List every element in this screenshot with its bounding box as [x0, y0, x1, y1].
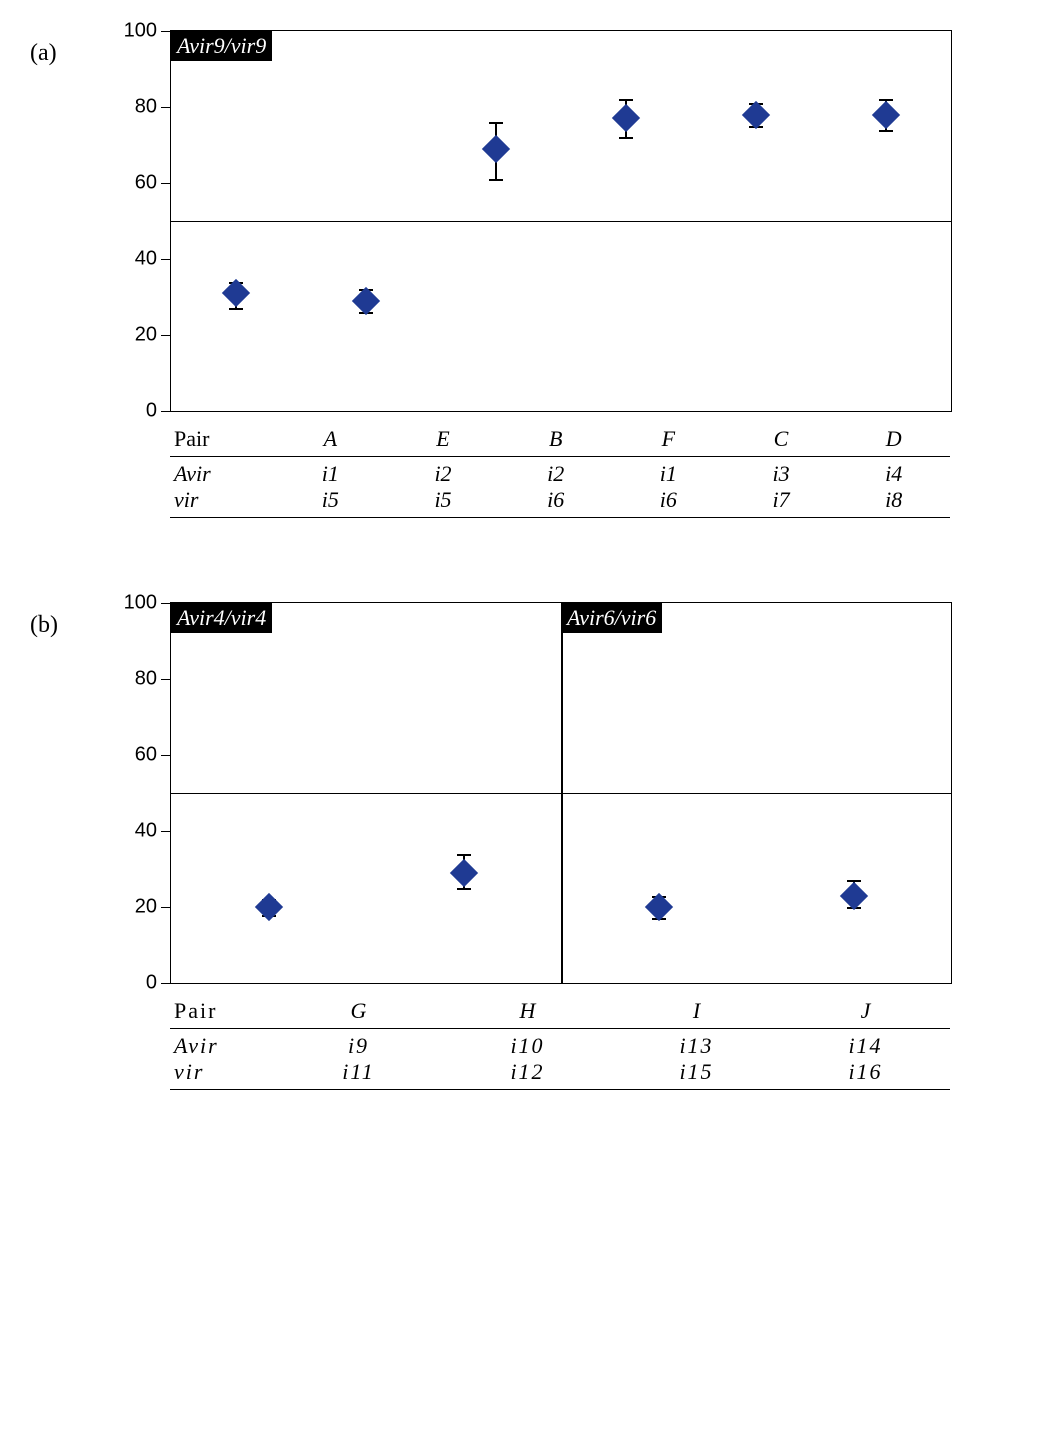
- ref-line: [171, 221, 951, 222]
- table-cell: i4: [837, 461, 950, 487]
- diamond-marker: [872, 100, 900, 128]
- diamond-marker: [352, 287, 380, 315]
- table-cell: I: [612, 998, 781, 1024]
- panel-b: (b) Frequence of vir isolates (%) 020406…: [30, 602, 1019, 1094]
- table-cell: i15: [612, 1059, 781, 1085]
- error-cap-bottom: [879, 130, 893, 132]
- diamond-marker: [222, 279, 250, 307]
- ytick-label: 0: [146, 400, 171, 423]
- table-header-avir: Avir: [170, 1033, 274, 1059]
- table-cell: i1: [274, 461, 387, 487]
- panel-a-label: (a): [30, 30, 90, 67]
- panel-b-label: (b): [30, 602, 90, 639]
- ytick-label: 100: [124, 592, 171, 615]
- panel-a: (a) Frequence of vir isolates (%) 020406…: [30, 30, 1019, 522]
- table-cell: i11: [274, 1059, 443, 1085]
- table-cell: i12: [443, 1059, 612, 1085]
- table-cell: A: [274, 426, 387, 452]
- ytick-label: 20: [135, 324, 171, 347]
- error-cap-bottom: [619, 137, 633, 139]
- diamond-marker: [482, 135, 510, 163]
- table-cell: J: [781, 998, 950, 1024]
- ytick-label: 100: [124, 20, 171, 43]
- diamond-marker: [612, 104, 640, 132]
- table-cell: i9: [274, 1033, 443, 1059]
- chart-a-wrap: Frequence of vir isolates (%) 0204060801…: [170, 30, 1019, 412]
- ytick-label: 60: [135, 172, 171, 195]
- table-cell: i6: [499, 487, 612, 513]
- table-rule: [170, 517, 950, 518]
- table-cell: i8: [837, 487, 950, 513]
- ytick-label: 60: [135, 744, 171, 767]
- table-cell: i10: [443, 1033, 612, 1059]
- ytick-label: 80: [135, 668, 171, 691]
- diamond-marker: [742, 100, 770, 128]
- table-cell: i2: [499, 461, 612, 487]
- table-cell: i16: [781, 1059, 950, 1085]
- error-cap-top: [619, 99, 633, 101]
- table-cell: i2: [387, 461, 500, 487]
- table-cell: i14: [781, 1033, 950, 1059]
- error-cap-bottom: [489, 179, 503, 181]
- table-cell: i3: [725, 461, 838, 487]
- table-cell: i7: [725, 487, 838, 513]
- error-cap-top: [457, 854, 471, 856]
- table-cell: D: [837, 426, 950, 452]
- table-header-vir: vir: [170, 487, 274, 513]
- table-cell: i5: [274, 487, 387, 513]
- table-header-pair: Pair: [170, 998, 274, 1024]
- panel-a-content: Frequence of vir isolates (%) 0204060801…: [90, 30, 1019, 522]
- table-rule: [170, 1028, 950, 1029]
- table-cell: i13: [612, 1033, 781, 1059]
- table-cell: G: [274, 998, 443, 1024]
- table-cell: H: [443, 998, 612, 1024]
- table-header-avir: Avir: [170, 461, 274, 487]
- table-header-vir: vir: [170, 1059, 274, 1085]
- vertical-divider: [561, 603, 563, 983]
- ytick-label: 0: [146, 972, 171, 995]
- chart-b-wrap: Frequence of vir isolates (%) 0204060801…: [170, 602, 1019, 984]
- table-cell: E: [387, 426, 500, 452]
- error-cap-top: [489, 122, 503, 124]
- table-cell: i6: [612, 487, 725, 513]
- diamond-marker: [644, 893, 672, 921]
- chart-badge: Avir9/vir9: [171, 31, 272, 61]
- ytick-label: 40: [135, 248, 171, 271]
- table-b: PairGHIJ Aviri9i10i13i14 viri11i12i15i16: [170, 998, 950, 1090]
- chart-badge: Avir4/vir4: [171, 603, 272, 633]
- table-cell: i1: [612, 461, 725, 487]
- diamond-marker: [839, 881, 867, 909]
- ytick-label: 80: [135, 96, 171, 119]
- table-cell: C: [725, 426, 838, 452]
- error-cap-bottom: [229, 308, 243, 310]
- table-a: PairAEBFCDAviri1i2i2i1i3i4viri5i5i6i6i7i…: [170, 426, 950, 518]
- panel-b-content: Frequence of vir isolates (%) 0204060801…: [90, 602, 1019, 1094]
- table-header-pair: Pair: [170, 426, 274, 452]
- table-cell: i5: [387, 487, 500, 513]
- ytick-label: 20: [135, 896, 171, 919]
- table-cell: B: [499, 426, 612, 452]
- diamond-marker: [449, 859, 477, 887]
- error-cap-bottom: [457, 888, 471, 890]
- ytick-label: 40: [135, 820, 171, 843]
- table-cell: F: [612, 426, 725, 452]
- chart-b-plot: 020406080100Avir4/vir4Avir6/vir6: [170, 602, 952, 984]
- chart-badge: Avir6/vir6: [561, 603, 662, 633]
- table-rule: [170, 1089, 950, 1090]
- diamond-marker: [254, 893, 282, 921]
- table-rule: [170, 456, 950, 457]
- chart-a-plot: 020406080100Avir9/vir9: [170, 30, 952, 412]
